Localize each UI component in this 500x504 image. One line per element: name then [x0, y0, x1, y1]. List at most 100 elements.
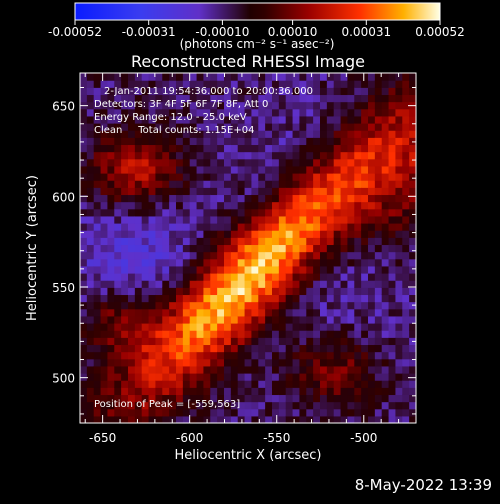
heatmap-cell — [333, 194, 342, 203]
heatmap-cell — [196, 123, 205, 131]
heatmap-cell — [258, 323, 266, 331]
heatmap-cell — [340, 323, 349, 331]
heatmap-cell — [210, 80, 218, 88]
heatmap-cell — [176, 337, 184, 346]
heatmap-cell — [292, 180, 301, 188]
heatmap-cell — [100, 201, 109, 210]
heatmap-cell — [374, 244, 383, 253]
heatmap-cell — [237, 273, 246, 281]
heatmap-cell — [313, 187, 321, 196]
heatmap-cell — [244, 165, 253, 174]
heatmap-cell — [333, 165, 342, 174]
heatmap-cell — [272, 315, 280, 324]
heatmap-cell — [402, 401, 410, 410]
heatmap-cell — [107, 244, 115, 253]
heatmap-cell — [148, 187, 157, 196]
heatmap-cell — [121, 265, 129, 274]
heatmap-cell — [361, 330, 369, 338]
heatmap-cell — [292, 165, 301, 174]
heatmap-cell — [326, 344, 335, 353]
heatmap-cell — [230, 373, 239, 381]
heatmap-cell — [80, 201, 88, 210]
heatmap-cell — [299, 137, 307, 146]
heatmap-cell — [128, 87, 136, 96]
heatmap-cell — [285, 173, 294, 181]
heatmap-cell — [258, 337, 266, 346]
heatmap-cell — [278, 280, 287, 288]
heatmap-cell — [210, 401, 218, 410]
heatmap-cell — [299, 315, 307, 324]
heatmap-cell — [128, 230, 136, 238]
heatmap-cell — [182, 308, 191, 317]
heatmap-cell — [258, 194, 266, 203]
heatmap-cell — [203, 301, 211, 310]
heatmap-cell — [381, 251, 390, 260]
heatmap-cell — [354, 351, 362, 360]
heatmap-cell — [313, 251, 321, 260]
heatmap-cell — [285, 208, 294, 217]
heatmap-cell — [292, 315, 301, 324]
heatmap-cell — [368, 187, 376, 196]
heatmap-cell — [237, 401, 246, 410]
heatmap-cell — [121, 280, 129, 288]
heatmap-cell — [230, 294, 239, 303]
heatmap-cell — [162, 415, 170, 423]
heatmap-cell — [395, 280, 403, 288]
heatmap-cell — [272, 380, 280, 388]
heatmap-cell — [86, 358, 95, 367]
heatmap-cell — [381, 151, 390, 160]
heatmap-cell — [203, 351, 211, 360]
heatmap-cell — [100, 94, 109, 103]
heatmap-cell — [155, 365, 163, 374]
heatmap-cell — [285, 251, 294, 260]
heatmap-cell — [313, 294, 321, 303]
heatmap-cell — [230, 94, 239, 103]
heatmap-cell — [381, 165, 390, 174]
heatmap-cell — [265, 323, 273, 331]
heatmap-cell — [114, 237, 122, 246]
heatmap-cell — [265, 144, 273, 153]
heatmap-cell — [224, 323, 232, 331]
heatmap-cell — [169, 408, 177, 417]
heatmap-cell — [100, 73, 109, 81]
heatmap-cell — [258, 80, 266, 88]
heatmap-cell — [182, 144, 191, 153]
heatmap-cell — [182, 323, 191, 331]
heatmap-cell — [128, 351, 136, 360]
heatmap-cell — [176, 108, 184, 117]
heatmap-cell — [224, 237, 232, 246]
heatmap-cell — [374, 173, 383, 181]
heatmap-cell — [272, 344, 280, 353]
heatmap-cell — [80, 365, 88, 374]
heatmap-cell — [368, 215, 376, 224]
heatmap-cell — [388, 401, 397, 410]
heatmap-cell — [388, 415, 397, 423]
heatmap-cell — [402, 165, 410, 174]
heatmap-cell — [258, 415, 266, 423]
heatmap-cell — [258, 380, 266, 388]
heatmap-cell — [114, 394, 122, 403]
heatmap-cell — [230, 401, 239, 410]
heatmap-cell — [306, 223, 314, 231]
heatmap-cell — [278, 80, 287, 88]
heatmap-cell — [93, 273, 102, 281]
heatmap-cell — [374, 94, 383, 103]
heatmap-cell — [333, 230, 342, 238]
heatmap-cell — [121, 273, 129, 281]
heatmap-cell — [155, 265, 163, 274]
heatmap-cell — [86, 265, 95, 274]
heatmap-cell — [292, 287, 301, 296]
heatmap-cell — [169, 180, 177, 188]
heatmap-cell — [237, 108, 246, 117]
heatmap-cell — [169, 230, 177, 238]
heatmap-cell — [203, 208, 211, 217]
heatmap-cell — [320, 215, 328, 224]
heatmap-cell — [272, 258, 280, 267]
heatmap-cell — [162, 137, 170, 146]
heatmap-cell — [278, 408, 287, 417]
heatmap-cell — [388, 180, 397, 188]
heatmap-cell — [121, 108, 129, 117]
heatmap-cell — [368, 258, 376, 267]
heatmap-cell — [203, 237, 211, 246]
heatmap-cell — [258, 251, 266, 260]
